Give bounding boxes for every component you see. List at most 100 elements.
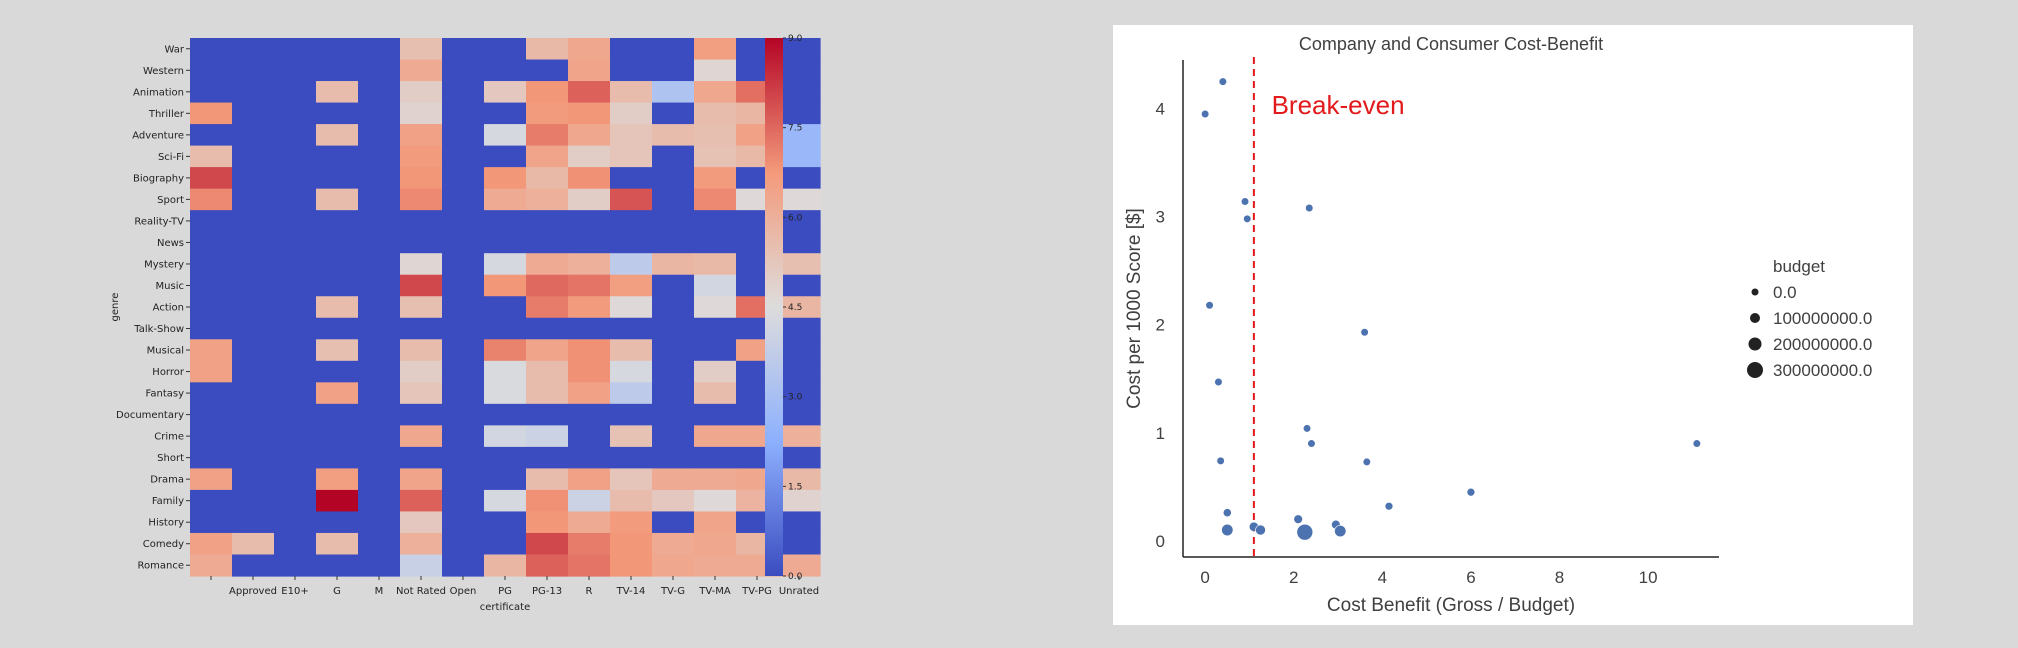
heatmap-cell [400, 403, 443, 426]
heatmap-cell [484, 403, 527, 426]
scatter-x-tick-label: 2 [1289, 568, 1298, 587]
heatmap-cell [400, 532, 443, 556]
heatmap-cell [694, 210, 737, 233]
heatmap-cell [652, 360, 695, 383]
heatmap-cell [232, 274, 275, 297]
heatmap-cell [484, 59, 527, 82]
heatmap-cell [694, 102, 737, 125]
heatmap-cell [652, 532, 695, 556]
heatmap-cell [316, 446, 359, 469]
heatmap-cell [358, 554, 401, 577]
heatmap-cell [400, 231, 443, 254]
heatmap-cell [232, 210, 275, 233]
heatmap-y-tick-label: Drama [150, 475, 184, 486]
scatter-point [1302, 424, 1312, 433]
heatmap-cell [358, 145, 401, 168]
heatmap-cell [442, 102, 485, 125]
heatmap-cell [568, 339, 611, 362]
heatmap-cell [358, 360, 401, 383]
heatmap-cell [610, 468, 653, 491]
heatmap-cell [232, 59, 275, 82]
heatmap-cell [274, 489, 317, 513]
heatmap-x-tick-label: TV-MA [698, 586, 731, 597]
heatmap-cell [190, 403, 233, 426]
heatmap-cell [484, 38, 527, 61]
heatmap-cell [694, 188, 737, 211]
heatmap-cell [484, 167, 527, 190]
heatmap-cell [568, 360, 611, 383]
heatmap-cell [526, 489, 569, 513]
heatmap-cell [484, 81, 527, 104]
heatmap-cell [484, 532, 527, 556]
heatmap-y-tick-label: Reality-TV [134, 216, 184, 227]
heatmap-cell [610, 403, 653, 426]
heatmap-cell [358, 231, 401, 254]
heatmap-cell [316, 38, 359, 61]
heatmap-cell [652, 210, 695, 233]
heatmap-cell [232, 188, 275, 211]
heatmap-cell [610, 231, 653, 254]
heatmap-cell [694, 145, 737, 168]
heatmap-cell [190, 38, 233, 61]
heatmap-cell [610, 489, 653, 513]
heatmap-cell [652, 446, 695, 469]
heatmap-cell [652, 296, 695, 319]
heatmap-cell [442, 145, 485, 168]
heatmap-cell [778, 81, 821, 104]
heatmap-cell [526, 102, 569, 125]
scatter-point [1218, 77, 1227, 86]
heatmap-x-tick-label: PG-13 [532, 586, 562, 597]
heatmap-cell [190, 59, 233, 82]
heatmap-cell [484, 188, 527, 211]
heatmap-cell [358, 81, 401, 104]
heatmap-cell [274, 360, 317, 383]
heatmap-cell [400, 102, 443, 125]
heatmap-cell [232, 425, 275, 448]
heatmap-y-tick-label: Sci-Fi [158, 152, 184, 163]
scatter-y-tick-label: 0 [1156, 532, 1165, 551]
heatmap-cell [232, 489, 275, 513]
heatmap-cell [484, 339, 527, 362]
heatmap-y-tick-label: Horror [152, 367, 185, 378]
heatmap-cell [232, 81, 275, 104]
heatmap-cell [232, 167, 275, 190]
heatmap-cell [694, 468, 737, 491]
heatmap-chart: War Western Animation Thriller Adventure Sci-… [110, 34, 821, 613]
heatmap-cell [610, 210, 653, 233]
heatmap-cell [316, 167, 359, 190]
heatmap-cell [610, 339, 653, 362]
heatmap-cell [400, 167, 443, 190]
heatmap-cell [568, 124, 611, 147]
heatmap-cell [232, 532, 275, 556]
heatmap-cell [316, 360, 359, 383]
heatmap-cell [442, 81, 485, 104]
heatmap-cell [232, 145, 275, 168]
heatmap-cell [694, 382, 737, 405]
heatmap-cell [484, 468, 527, 491]
legend-marker [1748, 337, 1762, 351]
legend-entry-label: 0.0 [1773, 283, 1797, 302]
heatmap-cell [232, 124, 275, 147]
heatmap-cell [274, 317, 317, 340]
heatmap-y-tick-label: Short [157, 453, 184, 464]
heatmap-cell [316, 102, 359, 125]
legend-entry-label: 300000000.0 [1773, 361, 1872, 380]
heatmap-cell [400, 554, 443, 577]
scatter-title: Company and Consumer Cost-Benefit [1299, 34, 1603, 54]
heatmap-cell [484, 425, 527, 448]
heatmap-cell [316, 81, 359, 104]
heatmap-cell [610, 81, 653, 104]
heatmap-cell [526, 532, 569, 556]
heatmap-cell [694, 554, 737, 577]
heatmap-cell [652, 511, 695, 534]
heatmap-cell [652, 274, 695, 297]
heatmap-cell [694, 253, 737, 276]
heatmap-cell [442, 446, 485, 469]
heatmap-cell [400, 274, 443, 297]
heatmap-cell [358, 274, 401, 297]
heatmap-x-tick-label: Open [450, 586, 477, 597]
legend-marker [1747, 362, 1763, 378]
heatmap-cell [400, 317, 443, 340]
heatmap-cell [400, 425, 443, 448]
